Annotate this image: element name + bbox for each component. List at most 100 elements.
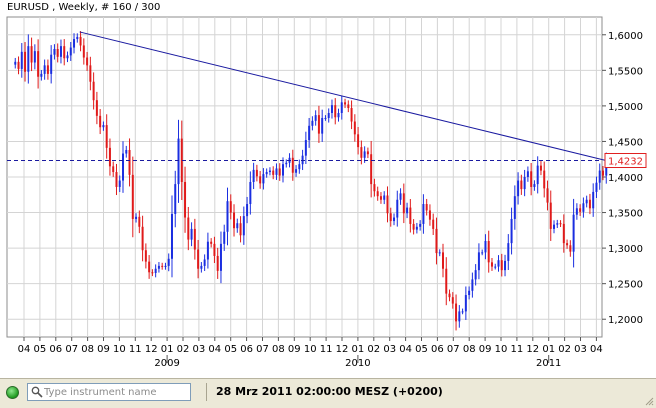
candle-down	[255, 169, 258, 177]
candle-down	[278, 168, 281, 176]
candle-up	[282, 164, 285, 176]
candle-up	[481, 252, 484, 254]
candle-down	[138, 216, 141, 227]
candle-up	[73, 39, 76, 48]
x-tick-label: 03	[193, 344, 206, 355]
candle-up	[174, 184, 177, 214]
candle-up	[190, 228, 193, 240]
candle-down	[409, 207, 412, 224]
trendline[interactable]	[79, 31, 607, 161]
candle-up	[340, 102, 343, 113]
candle-down	[412, 223, 415, 230]
candle-up	[406, 207, 409, 214]
x-tick-label: 06	[431, 344, 444, 355]
candle-up	[605, 160, 608, 176]
chart-canvas[interactable]: 1,6000 1,5500 1,5000 1,4500 1,4000 1,3500 1,30…	[0, 0, 656, 378]
candle-down	[487, 241, 490, 263]
candle-down	[193, 228, 196, 250]
candle-down	[17, 61, 20, 69]
candle-down	[82, 45, 85, 58]
candle-down	[373, 184, 376, 192]
candle-down	[366, 151, 369, 155]
instrument-search[interactable]	[27, 383, 191, 401]
candle-down	[37, 51, 40, 77]
candle-up	[396, 199, 399, 218]
candle-down	[353, 121, 356, 135]
candle-up	[517, 180, 520, 197]
candle-down	[213, 243, 216, 256]
candle-up	[308, 125, 311, 141]
candle-down	[347, 104, 350, 109]
candle-up	[236, 223, 239, 229]
candle-up	[125, 149, 128, 154]
candle-down	[144, 250, 147, 262]
candle-down	[210, 241, 213, 244]
candle-down	[197, 249, 200, 269]
candle-down	[272, 170, 275, 175]
candle-down	[131, 174, 134, 219]
candle-up	[363, 151, 366, 158]
candle-up	[393, 217, 396, 222]
candle-up	[523, 177, 526, 190]
candle-up	[298, 164, 301, 170]
candle-down	[549, 202, 552, 229]
candle-up	[536, 165, 539, 185]
candle-up	[592, 191, 595, 209]
candle-up	[311, 120, 314, 126]
y-tick-label: 1,4500	[608, 137, 643, 148]
candle-down	[579, 208, 582, 212]
candle-up	[167, 258, 170, 266]
candle-down	[543, 170, 546, 189]
candle-up	[598, 170, 601, 183]
candle-up	[321, 117, 324, 134]
candle-up	[249, 181, 252, 205]
candle-down	[56, 49, 59, 57]
x-tick-label: 09	[97, 344, 110, 355]
instrument-search-input[interactable]	[44, 384, 188, 400]
chart-timestamp: 28 Mrz 2011 02:00:00 MESZ (+0200)	[216, 385, 443, 398]
candle-up	[262, 174, 265, 184]
candle-down	[63, 46, 66, 59]
resize-grip-icon[interactable]	[644, 396, 654, 406]
candle-up	[50, 54, 53, 74]
candle-down	[448, 293, 451, 298]
candle-up	[157, 265, 160, 269]
candle-up	[69, 47, 72, 56]
candle-up	[252, 169, 255, 182]
candle-up	[314, 115, 317, 121]
connection-status-icon[interactable]	[6, 386, 19, 399]
candle-up	[76, 36, 79, 40]
candle-up	[33, 51, 36, 63]
year-label: 2011	[536, 358, 561, 369]
candle-up	[422, 204, 425, 224]
x-tick-label: 02	[367, 344, 380, 355]
price-chart[interactable]: 1,6000 1,5500 1,5000 1,4500 1,4000 1,3500 1,30…	[0, 0, 656, 378]
candle-up	[304, 140, 307, 156]
candle-up	[20, 51, 23, 69]
candle-down	[379, 196, 382, 200]
candle-down	[370, 154, 373, 185]
x-tick-label: 06	[49, 344, 62, 355]
y-tick-label: 1,5000	[608, 102, 643, 113]
candle-down	[259, 176, 262, 184]
current-price-box	[604, 153, 647, 169]
candle-down	[562, 223, 565, 244]
candle-up	[102, 125, 105, 128]
candle-down	[601, 170, 604, 176]
candle-up	[471, 279, 474, 291]
candle-down	[233, 212, 236, 229]
candle-down	[539, 165, 542, 171]
x-tick-label: 11	[511, 344, 524, 355]
x-tick-label: 08	[272, 344, 285, 355]
candle-down	[425, 204, 428, 211]
x-tick-label: 10	[304, 344, 317, 355]
y-tick-label: 1,6000	[608, 31, 643, 42]
candle-down	[402, 193, 405, 214]
x-tick-label: 04	[208, 344, 221, 355]
search-icon	[31, 386, 43, 398]
candle-up	[533, 184, 536, 187]
candle-down	[112, 166, 115, 173]
x-tick-label: 09	[288, 344, 301, 355]
candle-up	[399, 193, 402, 200]
x-tick-label: 12	[145, 344, 158, 355]
